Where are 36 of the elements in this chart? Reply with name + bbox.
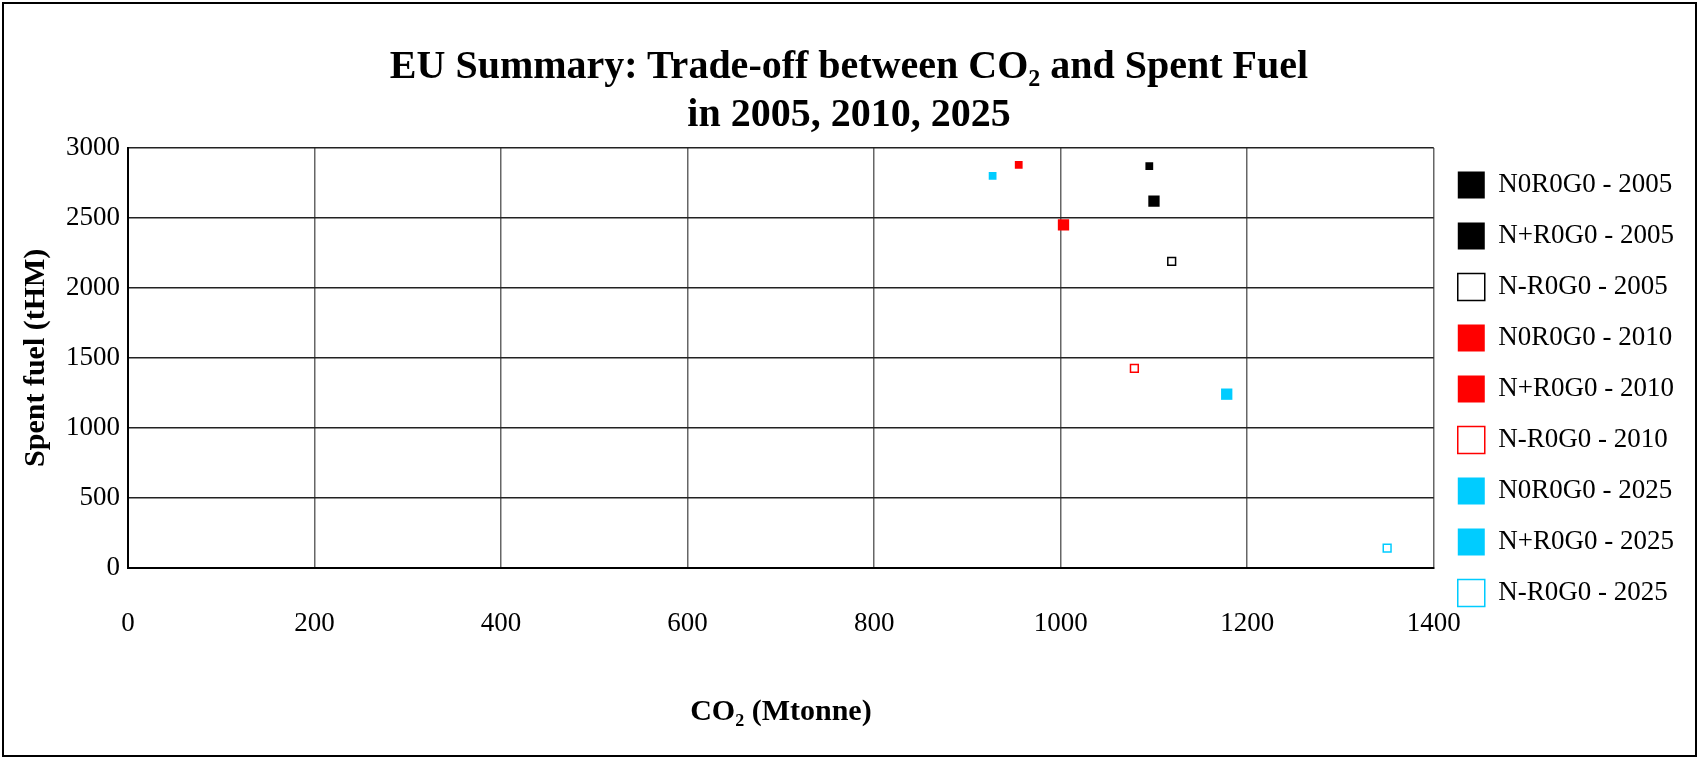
y-axis-title: Spent fuel (tHM) [16, 248, 51, 467]
legend-label: N0R0G0 - 2010 [1498, 321, 1673, 352]
legend-label: N-R0G0 - 2025 [1498, 576, 1668, 607]
legend-label: N-R0G0 - 2005 [1498, 270, 1668, 301]
legend-label: N0R0G0 - 2005 [1498, 168, 1673, 199]
point [1014, 160, 1023, 169]
point [1382, 543, 1392, 553]
x-axis-title: CO₂ (Mtonne) [690, 692, 872, 727]
point [1057, 219, 1070, 231]
point [1129, 363, 1140, 373]
y-tick-label: 0 [106, 550, 120, 581]
x-tick-label: 400 [480, 606, 522, 637]
point [1221, 388, 1233, 400]
point [1145, 162, 1154, 171]
y-tick-label: 500 [79, 480, 120, 511]
y-tick-label: 1000 [66, 410, 120, 441]
x-tick-label: 1200 [1220, 606, 1275, 637]
y-tick-label: 2500 [66, 201, 120, 232]
x-tick-label: 1400 [1406, 606, 1461, 637]
legend-label: N+R0G0 - 2025 [1498, 525, 1675, 556]
y-tick-label: 1500 [66, 340, 120, 371]
y-tick-label: 3000 [66, 131, 120, 162]
point [988, 172, 997, 180]
x-tick-label: 600 [667, 606, 708, 637]
x-tick-label: 1000 [1033, 606, 1088, 637]
legend-label: N+R0G0 - 2005 [1498, 219, 1675, 250]
text: in 2005, 2010, 2025 [687, 90, 1011, 136]
x-tick-label: 200 [294, 606, 335, 637]
x-tick-label: 800 [853, 606, 895, 637]
text: EU Summary: Trade-off between CO₂ and Spent Fuel [389, 42, 1309, 88]
legend-label: N-R0G0 - 2010 [1498, 423, 1668, 454]
point [1167, 256, 1177, 266]
y-tick-label: 2000 [66, 270, 120, 301]
point [1148, 195, 1160, 207]
legend-label: N0R0G0 - 2025 [1498, 474, 1673, 505]
legend-label: N+R0G0 - 2010 [1498, 372, 1675, 403]
